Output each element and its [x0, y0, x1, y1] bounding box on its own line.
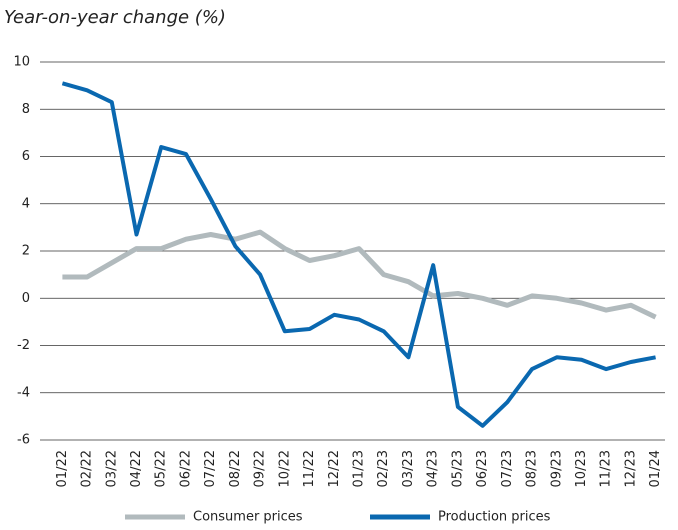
legend-label: Consumer prices: [193, 510, 303, 525]
x-tick-label: 12/22: [327, 450, 342, 487]
x-tick-label: 10/23: [574, 450, 589, 487]
y-tick-label: -4: [17, 385, 30, 400]
series-line: [62, 229, 657, 320]
y-tick-label: -2: [17, 338, 30, 353]
x-tick-label: 08/23: [525, 450, 540, 487]
x-tick-label: 06/23: [475, 450, 490, 487]
x-tick-label: 05/22: [154, 450, 169, 487]
x-tick-label: 01/22: [55, 450, 70, 487]
x-tick-label: 10/22: [277, 450, 292, 487]
x-tick-label: 01/23: [352, 450, 367, 487]
x-tick-label: 01/24: [648, 450, 663, 487]
x-tick-label: 04/22: [129, 450, 144, 487]
y-tick-label: 4: [22, 196, 30, 211]
x-tick-label: 09/23: [549, 450, 564, 487]
x-tick-label: 04/23: [426, 450, 441, 487]
y-tick-label: 6: [22, 149, 30, 164]
x-tick-label: 02/22: [80, 450, 95, 487]
x-tick-label: 05/23: [450, 450, 465, 487]
x-tick-label: 09/22: [253, 450, 268, 487]
chart-title: Year-on-year change (%): [4, 7, 226, 28]
legend-label: Production prices: [438, 510, 551, 525]
x-tick-label: 03/23: [401, 450, 416, 487]
x-tick-label: 11/22: [302, 450, 317, 487]
x-tick-label: 06/22: [178, 450, 193, 487]
x-tick-label: 07/22: [203, 450, 218, 487]
y-tick-label: 2: [22, 244, 30, 259]
y-tick-label: 10: [13, 55, 30, 70]
x-tick-label: 11/23: [599, 450, 614, 487]
x-tick-label: 12/23: [623, 450, 638, 487]
y-tick-label: -6: [17, 433, 30, 448]
y-tick-label: 0: [22, 291, 30, 306]
x-tick-label: 07/23: [500, 450, 515, 487]
x-tick-label: 08/22: [228, 450, 243, 487]
series-line: [61, 81, 656, 428]
x-tick-label: 03/22: [104, 450, 119, 487]
y-tick-label: 8: [22, 102, 30, 117]
x-tick-label: 02/23: [376, 450, 391, 487]
